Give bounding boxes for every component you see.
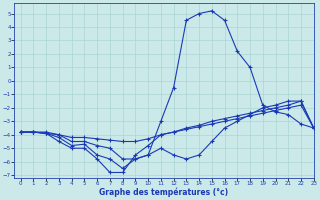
X-axis label: Graphe des températures (°c): Graphe des températures (°c): [100, 188, 228, 197]
